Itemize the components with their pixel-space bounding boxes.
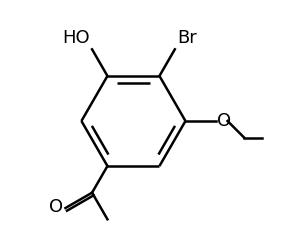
Text: O: O [49,198,63,216]
Text: O: O [218,112,232,130]
Text: HO: HO [62,29,90,47]
Text: Br: Br [177,29,197,47]
